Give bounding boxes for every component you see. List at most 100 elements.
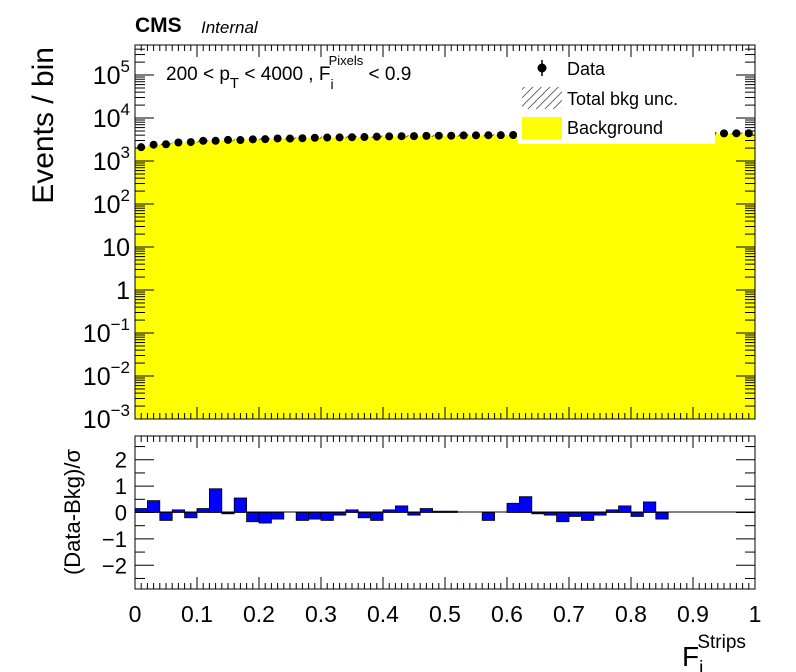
x-axis-title: FiStrips xyxy=(682,632,746,672)
background-bin xyxy=(209,140,223,419)
data-point xyxy=(211,136,220,145)
background-bin xyxy=(221,140,235,419)
background-bin xyxy=(606,134,619,419)
background-bin xyxy=(296,138,309,419)
pull-bar xyxy=(246,512,260,523)
background-bin xyxy=(321,137,334,419)
legend-hatch-swatch xyxy=(522,87,562,109)
data-point xyxy=(422,131,431,140)
background-bin xyxy=(544,134,557,419)
data-point xyxy=(385,132,394,141)
pull-bar xyxy=(630,512,644,517)
data-point xyxy=(459,131,468,140)
x-tick-label: 0.4 xyxy=(367,601,399,627)
background-bin xyxy=(283,138,297,419)
ratio-y-tick-labels: 210−1−2 xyxy=(102,448,127,579)
x-tick-label: 0.9 xyxy=(677,601,709,627)
background-bin xyxy=(655,133,669,419)
pull-bar xyxy=(394,505,409,513)
background-bin xyxy=(159,143,173,419)
background-bin xyxy=(370,136,384,419)
background-bin xyxy=(271,138,285,419)
ratio-y-tick-label: 0 xyxy=(115,501,127,526)
pull-bar xyxy=(159,512,173,521)
pull-bar xyxy=(444,510,458,513)
legend-fill-swatch xyxy=(522,117,562,139)
background-bin xyxy=(395,136,409,419)
background-bin xyxy=(147,145,161,419)
data-point xyxy=(484,131,493,140)
y-tick-label: 103 xyxy=(93,143,130,176)
ratio-y-tick-label: 2 xyxy=(115,448,127,473)
data-point xyxy=(744,129,753,138)
pull-bar xyxy=(370,512,384,521)
background-bin xyxy=(631,134,644,419)
experiment-label: CMS xyxy=(135,14,182,37)
data-point xyxy=(447,131,456,140)
data-point xyxy=(248,135,257,144)
background-bin xyxy=(135,146,148,419)
data-point xyxy=(310,133,319,142)
data-point xyxy=(434,131,443,140)
legend-data-marker xyxy=(537,63,547,73)
data-point xyxy=(174,138,183,147)
x-tick-label: 0.5 xyxy=(429,601,461,627)
background-bin xyxy=(345,137,359,419)
background-bin xyxy=(717,133,731,419)
data-point xyxy=(720,129,728,138)
background-bin xyxy=(432,135,446,419)
pull-bar xyxy=(519,496,533,513)
data-point xyxy=(236,136,245,145)
y-tick-label: 102 xyxy=(93,186,130,219)
pull-bar xyxy=(135,508,148,513)
background-bin xyxy=(519,134,533,419)
background-bin xyxy=(184,141,198,419)
x-tick-label: 0.6 xyxy=(491,601,523,627)
data-point xyxy=(273,134,282,143)
background-bin xyxy=(618,134,632,419)
selection-label: 200 < pT < 4000 , FiPixels < 0.9 xyxy=(166,53,411,92)
background-bin xyxy=(593,134,607,419)
background-bin xyxy=(234,139,247,419)
pull-bar xyxy=(432,510,446,513)
background-bin xyxy=(531,134,545,419)
x-tick-label: 1 xyxy=(749,601,762,627)
background-bin xyxy=(358,136,371,419)
pull-bar xyxy=(184,512,198,519)
data-point xyxy=(199,136,208,145)
data-point xyxy=(298,134,307,143)
data-point xyxy=(732,129,741,138)
pull-bar xyxy=(605,509,620,513)
background-bin xyxy=(407,136,421,419)
y-tick-label: 105 xyxy=(93,57,130,90)
x-tick-label: 0.3 xyxy=(305,601,337,627)
pull-bar xyxy=(568,512,582,517)
data-point xyxy=(472,131,480,140)
status-label: Internal xyxy=(201,18,259,37)
pull-bar xyxy=(506,502,520,513)
background-bin xyxy=(730,133,743,419)
background-bin xyxy=(569,134,582,419)
data-point xyxy=(496,131,505,140)
legend: Data Total bkg unc. Background xyxy=(517,54,715,144)
pull-bar xyxy=(196,508,210,513)
y-tick-label: 1 xyxy=(116,277,130,305)
background-bin xyxy=(668,133,681,419)
background-bin xyxy=(742,133,755,419)
data-point xyxy=(335,133,344,142)
pull-bars xyxy=(135,488,669,524)
pull-bar xyxy=(357,512,372,519)
ratio-y-tick-label: 1 xyxy=(115,474,127,499)
x-tick-label: 0.7 xyxy=(553,601,585,627)
data-point xyxy=(162,140,170,149)
background-bin xyxy=(457,135,471,419)
x-tick-label: 0.8 xyxy=(615,601,647,627)
data-point xyxy=(509,131,518,140)
background-bin xyxy=(581,134,595,419)
pull-bar xyxy=(581,512,595,521)
pull-bar xyxy=(221,512,235,515)
legend-entry-background: Background xyxy=(567,118,663,138)
pull-bar xyxy=(618,505,632,513)
